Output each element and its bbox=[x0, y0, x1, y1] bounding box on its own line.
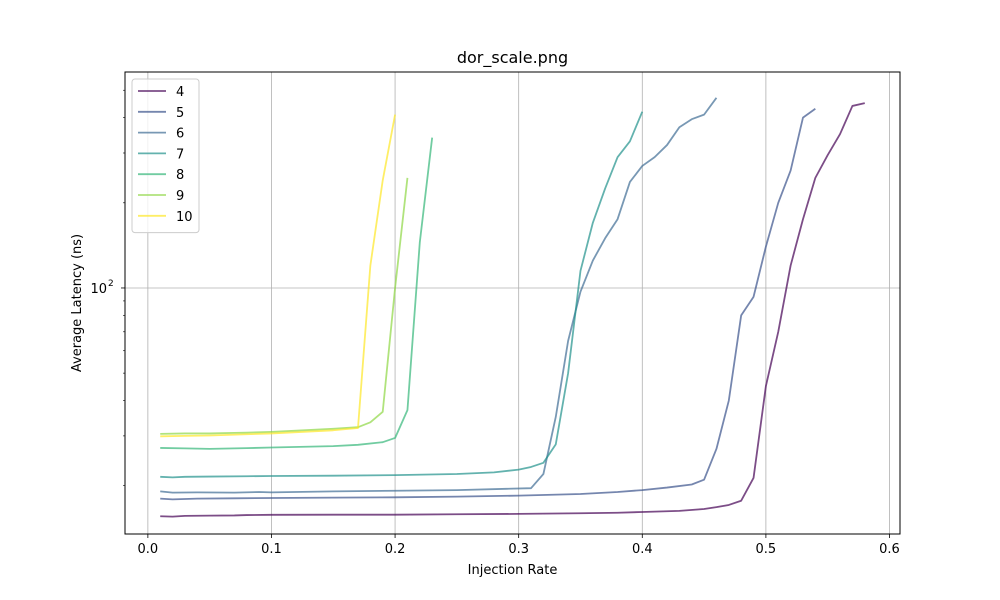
series-line-4 bbox=[160, 102, 865, 518]
x-tick-label: 0.2 bbox=[385, 542, 406, 557]
x-tick-label: 0.4 bbox=[632, 542, 653, 557]
series-line-6 bbox=[160, 97, 718, 494]
series-line-5 bbox=[160, 108, 816, 501]
x-tick-label: 0.0 bbox=[138, 542, 159, 557]
y-axis: 10 2 bbox=[90, 89, 125, 487]
series-line-9 bbox=[160, 177, 409, 435]
legend-label-4: 4 bbox=[176, 85, 184, 100]
legend-label-6: 6 bbox=[176, 127, 184, 142]
legend-label-9: 9 bbox=[176, 189, 184, 204]
legend-label-8: 8 bbox=[176, 168, 184, 183]
x-axis: 0.0 0.1 0.2 0.3 0.4 0.5 0.6 bbox=[138, 534, 900, 557]
series-line-7 bbox=[160, 111, 644, 479]
x-tick-label: 0.6 bbox=[879, 542, 900, 557]
series-line-8 bbox=[160, 137, 434, 450]
legend-label-5: 5 bbox=[176, 106, 184, 121]
y-tick-exponent: 2 bbox=[108, 279, 114, 289]
series-layer bbox=[160, 97, 865, 518]
legend-label-7: 7 bbox=[176, 147, 184, 162]
y-tick-label: 10 bbox=[90, 282, 107, 297]
legend: 4 5 6 7 8 9 10 bbox=[131, 78, 200, 234]
plot-frame bbox=[124, 71, 901, 535]
legend-label-10: 10 bbox=[176, 210, 193, 225]
series-line-10 bbox=[160, 114, 396, 438]
x-tick-label: 0.1 bbox=[261, 542, 282, 557]
x-tick-label: 0.3 bbox=[508, 542, 529, 557]
y-axis-label: Average Latency (ns) bbox=[70, 234, 85, 372]
chart-title: dor_scale.png bbox=[457, 48, 568, 68]
x-axis-label: Injection Rate bbox=[468, 563, 558, 578]
x-tick-label: 0.5 bbox=[756, 542, 777, 557]
